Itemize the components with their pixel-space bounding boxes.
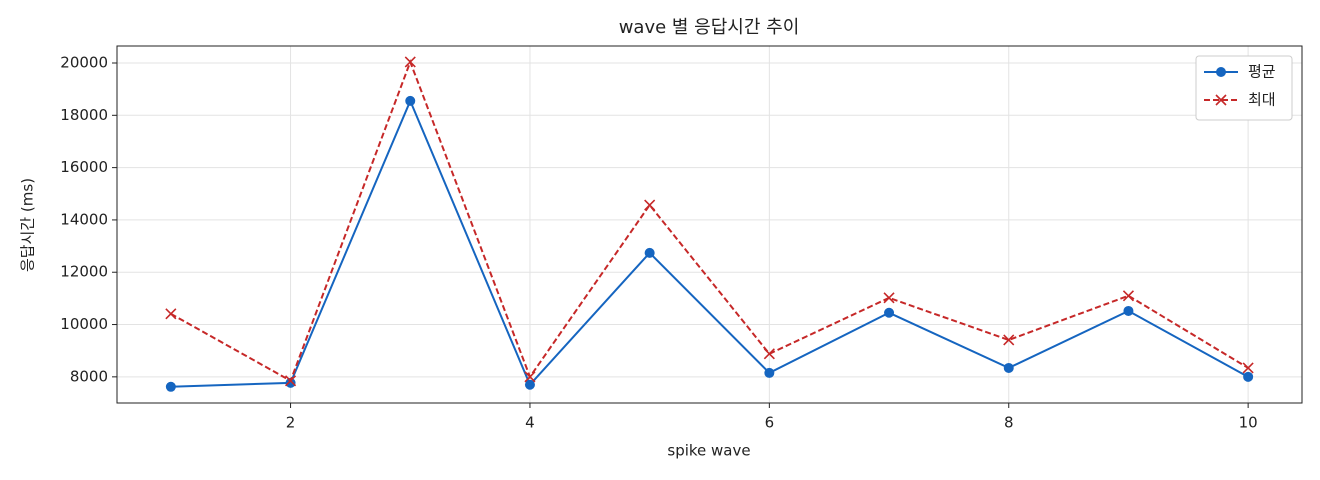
marker	[405, 95, 416, 106]
x-tick-label: 10	[1239, 414, 1258, 432]
marker	[165, 381, 176, 392]
y-tick-label: 20000	[60, 54, 108, 72]
marker	[165, 308, 177, 320]
marker	[884, 307, 895, 318]
marker	[644, 247, 655, 258]
series-line	[170, 59, 1249, 383]
y-tick-label: 14000	[60, 210, 108, 228]
y-axis-label: 응답시간 (ms)	[19, 178, 37, 272]
marker	[764, 367, 775, 378]
marker	[1122, 290, 1135, 302]
x-axis-label: spike wave	[667, 442, 750, 460]
marker	[763, 348, 775, 360]
marker	[404, 56, 416, 68]
marker	[644, 199, 656, 211]
marker	[284, 375, 297, 387]
chart-title: wave 별 응답시간 추이	[619, 17, 800, 38]
marker	[1242, 362, 1254, 374]
x-tick-label: 2	[286, 414, 296, 432]
y-tick-label: 16000	[60, 158, 108, 176]
x-tick-label: 8	[1004, 414, 1014, 432]
series-line	[170, 98, 1249, 388]
legend-label: 평균	[1248, 63, 1276, 81]
marker	[1243, 371, 1254, 382]
y-tick-label: 12000	[60, 263, 108, 281]
x-tick-label: 6	[765, 414, 775, 432]
y-tick-label: 18000	[60, 106, 108, 124]
x-tick-label: 4	[525, 414, 535, 432]
marker	[285, 377, 296, 388]
marker	[524, 379, 535, 390]
legend-label: 최대	[1248, 91, 1276, 109]
marker	[1003, 362, 1014, 373]
marker	[1003, 334, 1015, 346]
marker	[524, 371, 536, 383]
marker	[883, 292, 895, 304]
y-tick-label: 8000	[70, 367, 108, 385]
legend-marker	[1216, 67, 1226, 77]
legend-marker	[1215, 94, 1227, 106]
y-tick-label: 10000	[60, 315, 108, 333]
plot-frame	[116, 45, 1303, 404]
legend-box	[1195, 55, 1293, 121]
marker	[1123, 305, 1134, 316]
